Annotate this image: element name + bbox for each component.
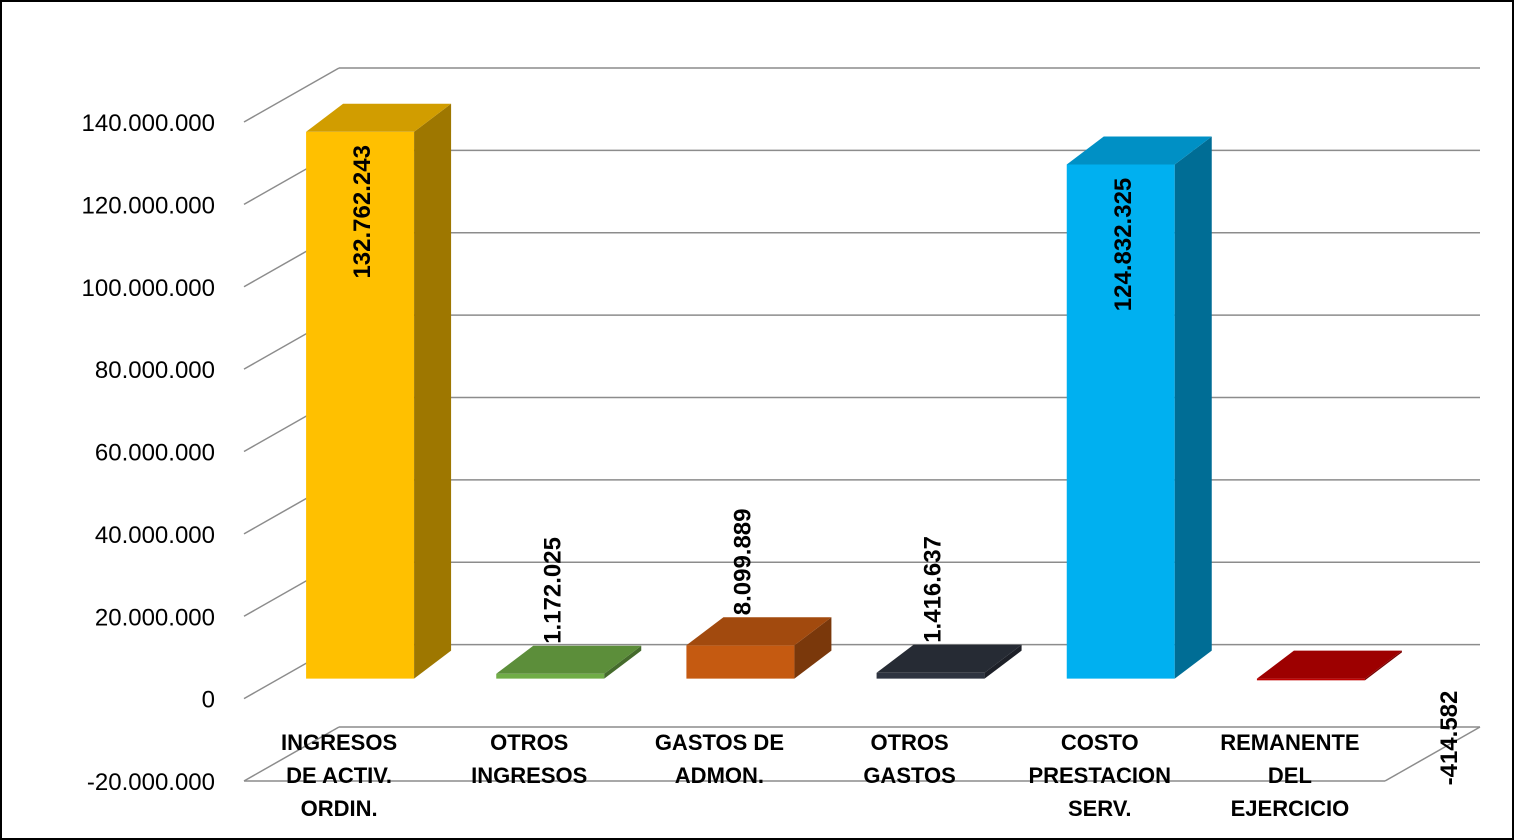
x-category-label: COSTO bbox=[1061, 730, 1139, 755]
x-category-label: INGRESOS bbox=[471, 763, 587, 788]
bar-top bbox=[1256, 650, 1402, 679]
y-tick-label: 120.000.000 bbox=[82, 192, 215, 219]
bars bbox=[306, 103, 1402, 681]
gridline-depth bbox=[243, 67, 340, 123]
bar-side bbox=[414, 103, 452, 679]
y-tick-label: 100.000.000 bbox=[82, 275, 215, 302]
y-tick-label: 140.000.000 bbox=[82, 110, 215, 137]
y-tick-label: 40.000.000 bbox=[95, 522, 215, 549]
x-category-label: PRESTACION bbox=[1028, 763, 1171, 788]
bar-top bbox=[686, 617, 832, 646]
bar-top bbox=[306, 103, 452, 132]
gridlines bbox=[243, 67, 1481, 782]
data-label: 1.416.637 bbox=[920, 536, 947, 643]
x-category-label: REMANENTE bbox=[1220, 730, 1359, 755]
bar-top bbox=[496, 645, 642, 674]
bar-side bbox=[1364, 650, 1402, 681]
x-axis-category-labels: INGRESOS DE ACTIV. ORDIN. OTROS INGRESOS GAST… bbox=[281, 730, 1360, 821]
bar-top bbox=[876, 644, 1022, 673]
bar-top bbox=[1066, 136, 1212, 165]
y-tick-label: 20.000.000 bbox=[95, 604, 215, 631]
x-category-label: SERV. bbox=[1068, 796, 1132, 821]
bar-side bbox=[984, 644, 1022, 679]
bar-front bbox=[1256, 678, 1365, 681]
bar-front bbox=[306, 131, 415, 679]
data-label: 132.762.243 bbox=[349, 145, 376, 278]
data-labels: 132.762.243 1.172.025 8.099.889 1.416.637 12… bbox=[349, 145, 1463, 785]
y-tick-label: 60.000.000 bbox=[95, 440, 215, 467]
bar-side bbox=[794, 617, 832, 679]
x-category-label: OTROS bbox=[490, 730, 568, 755]
data-label: 1.172.025 bbox=[539, 537, 566, 644]
data-label: 8.099.889 bbox=[729, 508, 756, 615]
x-category-label: INGRESOS bbox=[281, 730, 397, 755]
data-label: 124.832.325 bbox=[1110, 178, 1137, 311]
bar-front bbox=[496, 673, 605, 679]
data-label: -414.582 bbox=[1436, 691, 1463, 786]
x-category-label: DEL bbox=[1268, 763, 1312, 788]
floor-side-edge bbox=[1384, 726, 1481, 782]
bar-front bbox=[1066, 164, 1175, 679]
bar-front bbox=[686, 645, 795, 679]
y-tick-label: -20.000.000 bbox=[87, 769, 215, 796]
bar-side bbox=[604, 645, 642, 679]
x-category-label: OTROS bbox=[870, 730, 948, 755]
y-tick-label: 0 bbox=[202, 687, 215, 714]
y-axis-tick-labels: -20.000.000 0 20.000.000 40.000.000 60.000.0… bbox=[82, 110, 215, 796]
x-category-label: GASTOS bbox=[863, 763, 956, 788]
x-category-label: ADMON. bbox=[675, 763, 764, 788]
bar-side bbox=[1174, 136, 1212, 679]
x-category-label: DE ACTIV. bbox=[286, 763, 392, 788]
gridline-depth bbox=[243, 726, 340, 782]
x-category-label: GASTOS DE bbox=[655, 730, 784, 755]
y-tick-label: 80.000.000 bbox=[95, 357, 215, 384]
x-category-label: EJERCICIO bbox=[1231, 796, 1350, 821]
x-category-label: ORDIN. bbox=[301, 796, 378, 821]
bar-front bbox=[876, 672, 985, 679]
